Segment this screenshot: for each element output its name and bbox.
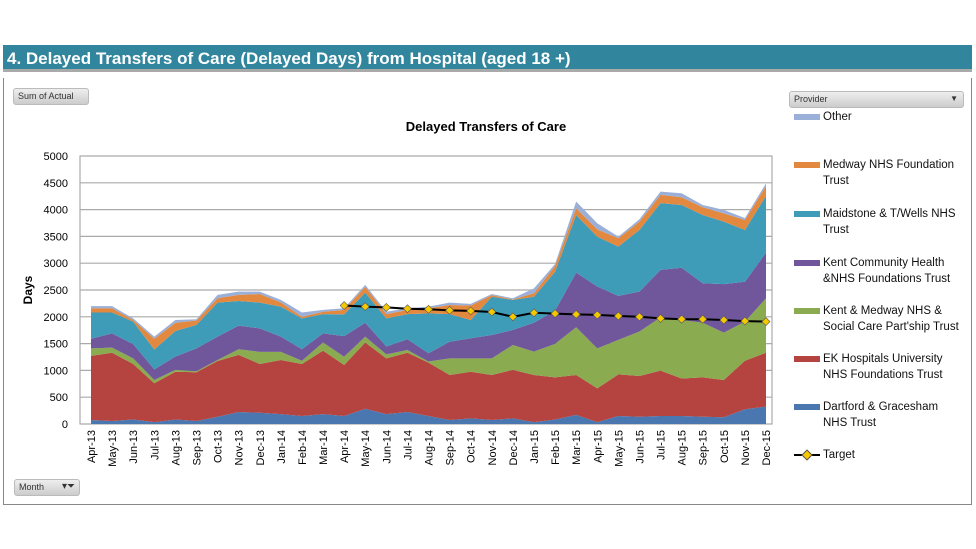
month-filter-button[interactable]: Month ▾⏷ xyxy=(14,479,80,496)
x-tick-label: Mar-15 xyxy=(571,430,583,465)
area-series-3 xyxy=(91,252,766,381)
target-marker xyxy=(381,302,391,312)
y-tick-label: 5000 xyxy=(44,151,68,163)
y-tick-label: 4500 xyxy=(44,178,68,190)
target-marker xyxy=(360,302,370,312)
legend-item: EK Hospitals University NHS Foundations … xyxy=(823,353,943,381)
filter-icon: ▾⏷ xyxy=(61,481,75,492)
x-tick-label: Feb-15 xyxy=(550,430,562,465)
x-tick-label: Dec-15 xyxy=(761,430,773,465)
x-tick-label: Aug-13 xyxy=(170,430,182,465)
target-marker xyxy=(635,312,644,322)
x-tick-label: Oct-14 xyxy=(466,430,478,463)
target-marker xyxy=(677,314,687,324)
provider-label: Provider xyxy=(794,94,828,104)
x-tick-label: Oct-13 xyxy=(213,430,225,463)
legend-swatch xyxy=(794,114,820,120)
legend-item: Medway NHS Foundation Trust xyxy=(823,159,955,187)
x-tick-label: Nov-15 xyxy=(740,430,752,465)
legend-item: Other xyxy=(823,111,852,123)
target-marker xyxy=(402,304,412,314)
chart-title: Delayed Transfers of Care xyxy=(406,119,566,134)
x-tick-label: Aug-14 xyxy=(424,430,436,465)
legend-item: Dartford & Gracesham NHS Trust xyxy=(823,401,939,429)
target-marker xyxy=(761,317,771,327)
x-tick-label: Oct-15 xyxy=(719,430,731,463)
legend-swatch xyxy=(794,404,820,410)
x-tick-label: Nov-14 xyxy=(487,430,499,465)
target-marker xyxy=(656,313,665,323)
y-axis-label: Days xyxy=(21,275,35,304)
y-tick-label: 3000 xyxy=(44,258,68,270)
target-marker xyxy=(550,309,560,319)
x-tick-label: Jul-15 xyxy=(656,430,668,460)
target-marker xyxy=(339,301,349,310)
target-marker xyxy=(698,314,708,324)
target-marker xyxy=(508,312,518,322)
target-marker xyxy=(571,309,581,319)
x-tick-label: Apr-13 xyxy=(86,430,98,463)
y-tick-label: 4000 xyxy=(44,205,68,217)
x-tick-label: Dec-14 xyxy=(508,430,520,465)
y-tick-label: 1500 xyxy=(44,339,68,351)
x-tick-label: Nov-13 xyxy=(234,430,246,465)
y-tick-label: 500 xyxy=(50,392,68,404)
x-tick-label: May-15 xyxy=(613,430,625,467)
chart-panel xyxy=(3,78,972,505)
x-tick-label: May-13 xyxy=(107,430,119,467)
area-series-0 xyxy=(91,406,766,424)
x-tick-label: Mar-14 xyxy=(318,430,330,465)
x-tick-label: Jun-15 xyxy=(634,430,646,464)
target-marker xyxy=(424,304,433,314)
month-label: Month xyxy=(19,482,45,492)
legend-item: Kent Community Health &NHS Foundations T… xyxy=(823,257,951,285)
x-tick-label: Apr-15 xyxy=(592,430,604,463)
y-tick-label: 3500 xyxy=(44,231,68,243)
legend-swatch xyxy=(794,308,820,314)
target-marker xyxy=(445,305,455,315)
legend-item: Kent & Medway NHS & Social Care Part'shi… xyxy=(823,305,959,333)
target-marker xyxy=(719,315,729,325)
x-tick-label: Jul-14 xyxy=(402,430,414,460)
x-tick-label: Jun-14 xyxy=(381,430,393,464)
section-header: 4. Delayed Transfers of Care (Delayed Da… xyxy=(3,45,972,72)
area-series-2 xyxy=(91,298,766,389)
area-series-4 xyxy=(91,195,766,370)
legend-item: Maidstone & T/Wells NHS Trust xyxy=(823,208,956,236)
target-marker xyxy=(529,308,539,318)
sum-of-actual-button[interactable]: Sum of Actual xyxy=(13,88,89,105)
x-tick-label: Jan-15 xyxy=(529,430,541,464)
y-tick-label: 2500 xyxy=(44,285,68,297)
legend-swatch xyxy=(794,260,820,266)
x-tick-label: Feb-14 xyxy=(297,430,309,465)
legend-swatch xyxy=(794,162,820,168)
x-tick-label: Sep-14 xyxy=(445,430,457,465)
x-tick-label: May-14 xyxy=(360,430,372,467)
x-tick-label: Sep-13 xyxy=(191,430,203,465)
x-tick-label: Sep-15 xyxy=(698,430,710,465)
target-marker xyxy=(466,306,476,316)
target-marker xyxy=(487,307,497,317)
target-marker xyxy=(613,311,623,321)
x-tick-label: Apr-14 xyxy=(339,430,351,463)
target-marker xyxy=(592,310,602,320)
x-tick-label: Jan-14 xyxy=(276,430,288,464)
x-tick-label: Jun-13 xyxy=(128,430,140,464)
x-tick-label: Aug-15 xyxy=(677,430,689,465)
target-marker xyxy=(740,316,750,326)
area-series-1 xyxy=(91,342,766,423)
legend-swatch xyxy=(794,211,820,217)
section-title: 4. Delayed Transfers of Care (Delayed Da… xyxy=(7,49,571,68)
x-tick-label: Jul-13 xyxy=(149,430,161,460)
legend-swatch xyxy=(794,356,820,362)
x-tick-label: Dec-13 xyxy=(255,430,267,465)
y-tick-label: 2000 xyxy=(44,312,68,324)
provider-dropdown[interactable]: Provider ▼ xyxy=(789,91,964,108)
y-tick-label: 1000 xyxy=(44,365,68,377)
y-tick-label: 0 xyxy=(62,419,68,431)
legend-item-target: Target xyxy=(823,449,855,461)
chevron-down-icon: ▼ xyxy=(950,94,958,103)
